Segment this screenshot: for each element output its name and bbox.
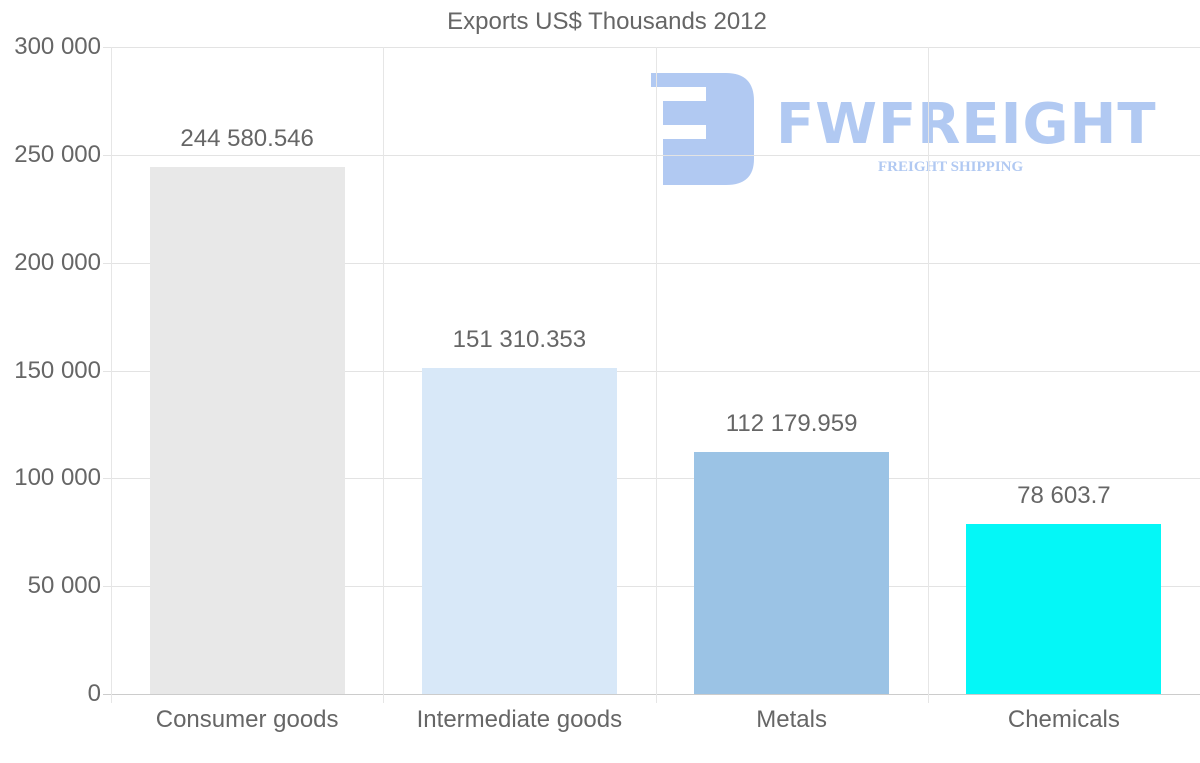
fwfreight-emblem-icon <box>651 73 754 185</box>
bar-metals[interactable] <box>694 452 890 694</box>
y-tick-label: 50 000 <box>27 572 101 600</box>
x-category-label: Chemicals <box>1007 706 1120 733</box>
gridline-horizontal <box>103 154 1200 156</box>
gridline-horizontal <box>103 586 1200 588</box>
gridline-vertical <box>927 47 929 703</box>
watermark-tagline: FREIGHT SHIPPING <box>878 159 1024 175</box>
x-category-label: Metals <box>756 706 827 733</box>
y-tick-label: 0 <box>87 680 101 707</box>
y-tick-label: 300 000 <box>14 33 101 60</box>
bar-chemicals[interactable] <box>966 524 1162 694</box>
bar-value-label: 244 580.546 <box>180 124 314 152</box>
gridline-horizontal <box>103 478 1200 480</box>
y-tick-label: 250 000 <box>14 140 101 168</box>
gridline-vertical <box>111 47 112 703</box>
x-category-label: Consumer goods <box>155 706 339 733</box>
gridline-horizontal <box>103 262 1200 264</box>
bar-value-label: 112 179.959 <box>725 410 858 438</box>
y-tick-label: 200 000 <box>14 248 101 276</box>
bar-value-label: 151 310.353 <box>452 325 587 353</box>
fwfreight-watermark-logo: FWFREIGHT FREIGHT SHIPPING <box>646 73 1166 188</box>
x-category-label: Intermediate goods <box>416 706 623 733</box>
bar-consumer-goods[interactable] <box>149 166 345 694</box>
bar-value-label: 78 603.7 <box>1017 482 1111 510</box>
chart-title: Exports US$ Thousands 2012 <box>447 8 767 35</box>
gridline-horizontal <box>103 370 1200 372</box>
plot-area: 244 580.546 151 310.353 112 179.959 78 603.… <box>103 47 1200 703</box>
bar-intermediate-goods[interactable] <box>421 367 617 694</box>
gridline-horizontal <box>103 47 1200 48</box>
y-tick-label: 150 000 <box>14 356 101 384</box>
watermark-brand: FWFREIGHT <box>776 92 1157 157</box>
gridline-horizontal <box>103 694 1200 695</box>
gridline-vertical <box>383 47 385 703</box>
gridline-vertical <box>655 47 657 703</box>
y-tick-label: 100 000 <box>14 464 101 492</box>
